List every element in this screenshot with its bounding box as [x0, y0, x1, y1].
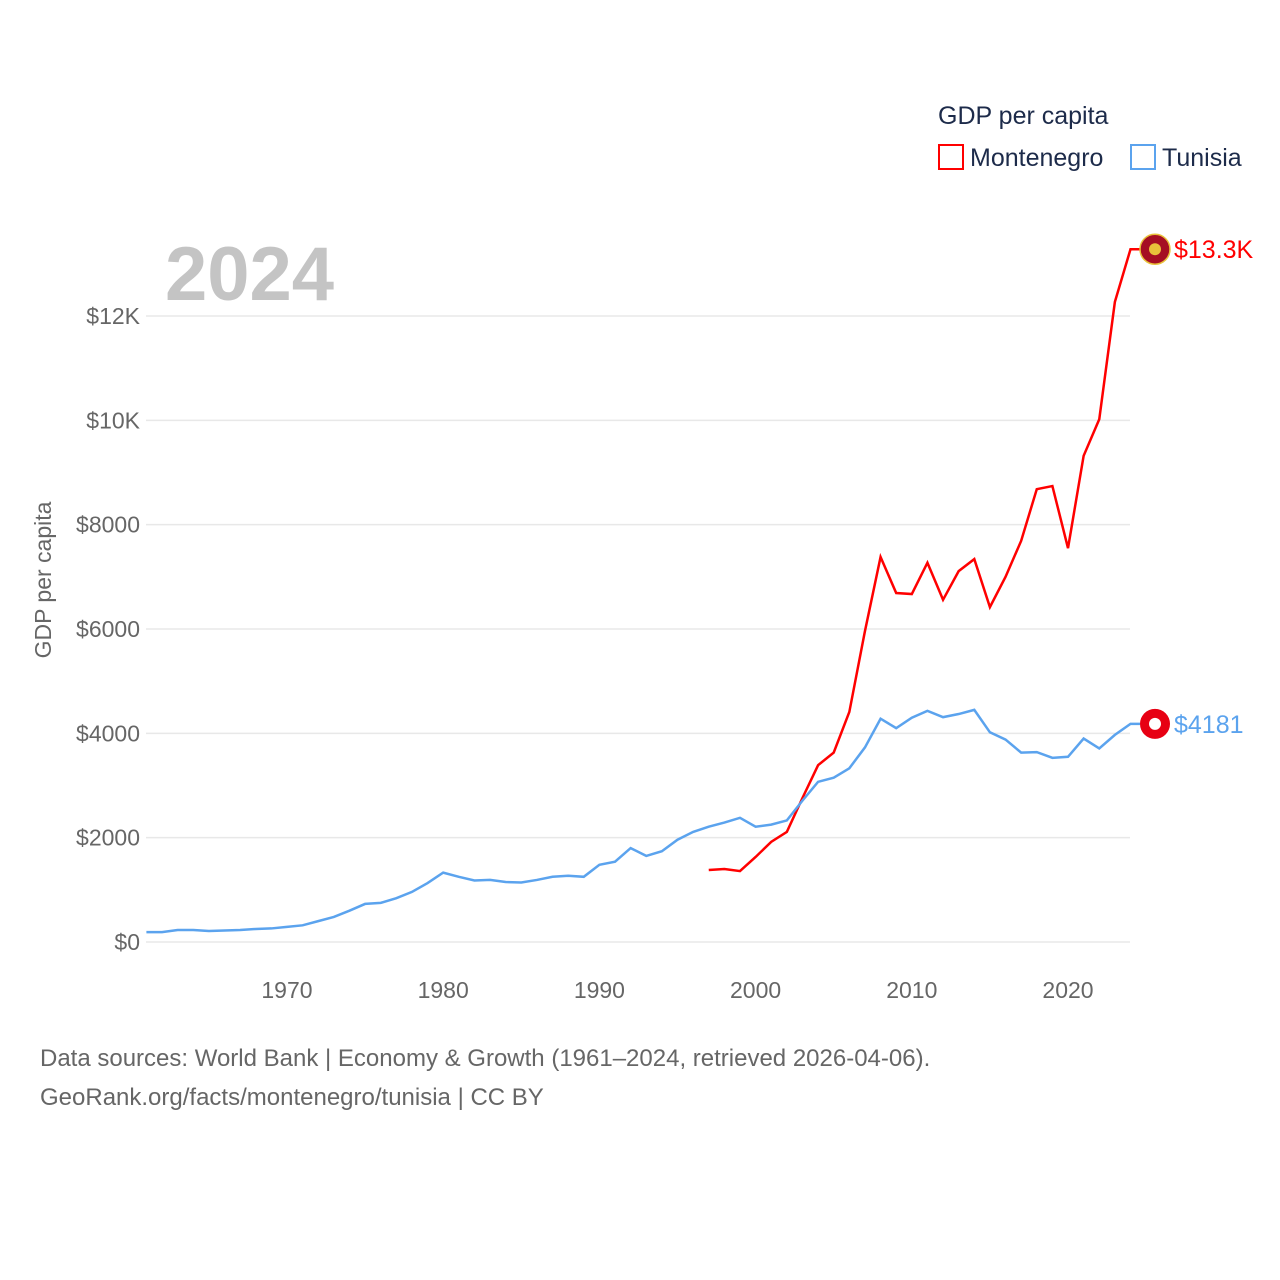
x-tick-label: 2000	[730, 977, 781, 1003]
legend-title: GDP per capita	[938, 102, 1109, 130]
y-tick-label: $8000	[76, 512, 140, 538]
end-value-label: $13.3K	[1174, 236, 1254, 264]
legend-swatch	[938, 144, 964, 170]
y-tick-label: $0	[114, 929, 140, 955]
montenegro-flag-icon-emblem	[1149, 243, 1161, 256]
tunisia-flag-icon-emblem	[1149, 717, 1161, 730]
footer-link[interactable]: GeoRank.org/facts/montenegro/tunisia | C…	[40, 1084, 544, 1111]
x-tick-label: 2010	[886, 977, 937, 1003]
x-tick-label: 2020	[1042, 977, 1093, 1003]
x-tick-label: 1980	[418, 977, 469, 1003]
series-line-tunisia	[146, 708, 1140, 934]
end-value-label: $4181	[1174, 711, 1244, 739]
x-tick-label: 1990	[574, 977, 625, 1003]
y-tick-label: $6000	[76, 616, 140, 642]
y-tick-label: $12K	[86, 303, 140, 329]
series-line-montenegro	[708, 247, 1140, 873]
y-axis-label: GDP per capita	[30, 501, 56, 658]
footer-sources: Data sources: World Bank | Economy & Gro…	[40, 1045, 931, 1072]
legend-swatch	[1130, 144, 1156, 170]
y-tick-label: $10K	[86, 407, 140, 433]
year-label: 2024	[165, 232, 334, 317]
y-tick-label: $2000	[76, 825, 140, 851]
legend-item-tunisia: Tunisia	[1162, 144, 1242, 172]
legend-item-montenegro: Montenegro	[970, 144, 1103, 172]
x-tick-label: 1970	[261, 977, 312, 1003]
y-tick-label: $4000	[76, 720, 140, 746]
